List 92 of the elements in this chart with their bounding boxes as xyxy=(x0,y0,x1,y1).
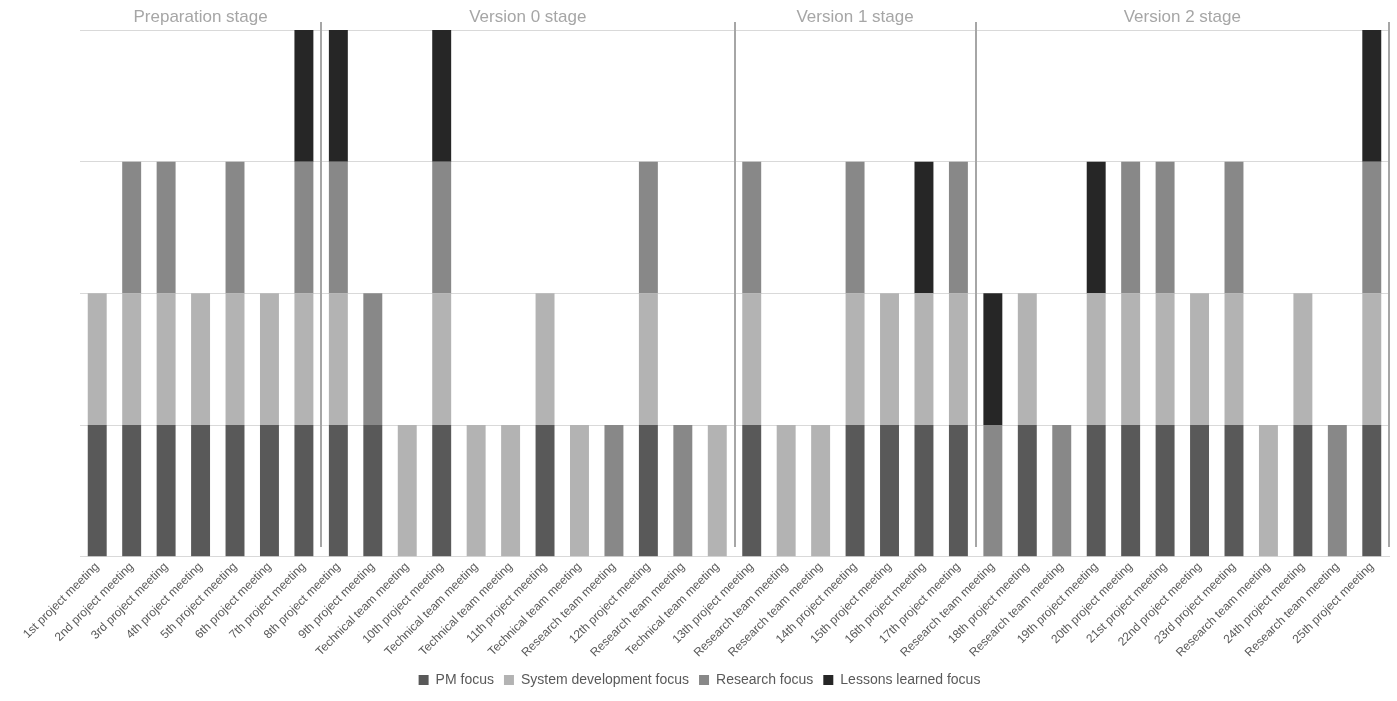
bar xyxy=(983,425,1003,557)
bar xyxy=(1224,161,1244,294)
legend-label: System development focus xyxy=(520,670,690,687)
bar xyxy=(948,425,968,557)
legend-label: Research focus xyxy=(716,670,814,687)
bar xyxy=(638,161,658,294)
bar xyxy=(87,425,107,557)
bar xyxy=(259,293,279,426)
bar xyxy=(156,425,176,557)
text: Preparation stage xyxy=(133,7,268,27)
bar xyxy=(1155,161,1175,294)
bar xyxy=(397,425,417,557)
bar xyxy=(1121,425,1141,557)
bar xyxy=(328,425,348,557)
bar xyxy=(845,161,865,294)
bar xyxy=(328,30,348,162)
bar xyxy=(1155,293,1175,426)
bar xyxy=(845,293,865,426)
bar xyxy=(1293,425,1313,557)
bar xyxy=(225,293,245,426)
bar xyxy=(156,161,176,294)
bar xyxy=(604,425,624,557)
bar xyxy=(742,161,762,294)
bar xyxy=(1086,161,1106,294)
bar xyxy=(638,293,658,426)
bar xyxy=(914,161,934,294)
bar xyxy=(1258,425,1278,557)
bar xyxy=(1224,425,1244,557)
bar xyxy=(1362,425,1382,557)
bar xyxy=(948,161,968,294)
bar xyxy=(1362,293,1382,426)
bar xyxy=(122,293,142,426)
bar xyxy=(1017,425,1037,557)
bar xyxy=(742,425,762,557)
bar xyxy=(1224,293,1244,426)
bar xyxy=(1362,30,1382,162)
bar xyxy=(914,293,934,426)
bar xyxy=(87,293,107,426)
bar xyxy=(259,425,279,557)
legend-label: Lessons learned focus xyxy=(840,670,981,687)
bar xyxy=(742,293,762,426)
bar xyxy=(638,425,658,557)
bar xyxy=(122,161,142,294)
bar xyxy=(294,425,314,557)
bar xyxy=(363,293,383,426)
bar xyxy=(880,425,899,557)
bar xyxy=(880,293,899,426)
bar xyxy=(535,293,555,426)
bar xyxy=(707,425,727,557)
bar xyxy=(1086,293,1106,426)
bar xyxy=(1121,293,1141,426)
bar xyxy=(1052,425,1072,557)
bar xyxy=(225,161,245,294)
bar xyxy=(1327,425,1347,557)
bar xyxy=(432,293,452,426)
text: Version 2 stage xyxy=(1123,7,1241,27)
text: Version 1 stage xyxy=(796,7,914,27)
bar xyxy=(328,161,348,294)
bar xyxy=(294,161,314,294)
bar xyxy=(466,425,486,557)
bar xyxy=(294,293,314,426)
bar xyxy=(1293,293,1313,426)
bar xyxy=(122,425,142,557)
bar xyxy=(1155,425,1175,557)
bar xyxy=(432,30,452,162)
bar xyxy=(1086,425,1106,557)
bar xyxy=(432,161,452,294)
bar xyxy=(1362,161,1382,294)
bar xyxy=(1190,425,1210,557)
bar xyxy=(1017,293,1037,426)
bar xyxy=(328,293,348,426)
bar xyxy=(1121,161,1141,294)
legend-label: PM focus xyxy=(435,670,494,687)
bar xyxy=(363,425,383,557)
bar xyxy=(673,425,693,557)
bar xyxy=(845,425,865,557)
bar xyxy=(983,293,1003,426)
text: Version 0 stage xyxy=(469,7,587,27)
bar xyxy=(535,425,555,557)
bar xyxy=(948,293,968,426)
bar xyxy=(294,30,314,162)
bar xyxy=(156,293,176,426)
bar xyxy=(914,425,934,557)
bar xyxy=(225,425,245,557)
bar xyxy=(811,425,831,557)
bar xyxy=(432,425,452,557)
bar xyxy=(501,425,521,557)
bar xyxy=(570,425,589,557)
bar xyxy=(191,293,211,426)
bar xyxy=(776,425,796,557)
bar xyxy=(191,425,211,557)
bar xyxy=(1190,293,1210,426)
